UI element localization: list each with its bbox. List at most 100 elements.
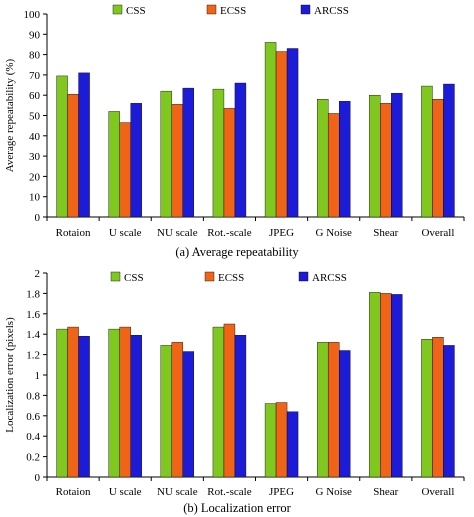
bar-css [56,328,68,478]
bar-ecss [380,103,392,218]
bar-ecss [327,342,340,478]
bar-ecss [432,99,444,218]
bar-ecss [275,402,288,478]
y-tick-label: 30 [29,151,41,163]
x-tick-label: Shear [373,227,398,239]
bar-arcss [338,350,351,478]
bar-ecss [67,326,79,478]
y-tick-label: 0.8 [26,390,40,402]
legend-label-css: CSS [124,272,144,284]
chart-a-caption: (a) Average repeatability [175,245,299,259]
bar-arcss [234,335,247,478]
y-tick-label: 0 [35,212,41,224]
x-tick-label: Rotaion [56,227,91,239]
bar-arcss [391,92,403,218]
bar-css [108,328,120,478]
bar-css [264,403,277,478]
bar-ecss [223,108,236,218]
y-tick-label: 70 [29,70,41,82]
y-axis-label: Average repeatability (%) [4,58,16,172]
bar-css [316,99,329,218]
y-tick-label: 0.2 [26,452,40,464]
x-tick-label: Rot.-scale [207,486,251,498]
legend-swatch-arcss [300,4,311,15]
bar-arcss [286,411,299,478]
bar-css [316,342,329,478]
bar-css [369,292,381,478]
x-tick-label: Rotaion [56,486,91,498]
bar-css [212,326,225,478]
bar-arcss [78,72,90,218]
y-tick-label: 90 [29,29,41,41]
legend-label-ecss: ECSS [220,5,246,17]
y-tick-label: 40 [29,131,41,143]
bar-arcss [130,335,142,478]
y-axis-label: Localization error (pixels) [4,317,16,433]
chart-localization-error: 0 0.2 0.4 0.6 0.8 1 1.2 1.4 1.6 1.8 2 Localization … [4,268,465,498]
bar-ecss [223,323,236,478]
legend-swatch-css [110,271,121,282]
bar-css [160,90,173,218]
y-tick-label: 0.6 [26,411,40,423]
x-tick-label: Rot.-scale [207,227,251,239]
y-tick-label: 0.4 [26,431,40,443]
y-tick-label: 1.2 [26,350,40,362]
chart-b-caption: (b) Localization error [183,501,291,515]
bar-css [421,85,433,218]
y-tick-label: 1.4 [26,329,40,341]
bar-css [160,345,173,478]
bar-arcss [234,82,247,218]
x-tick-label: Overall [421,227,454,239]
bar-arcss [391,294,403,478]
bar-ecss [327,113,340,218]
y-tick-label: 80 [29,50,41,62]
bar-arcss [443,345,455,478]
y-tick-label: 100 [24,9,41,21]
legend-swatch-ecss [206,4,217,15]
x-tick-label: JPEG [269,227,294,239]
x-tick-label: Overall [421,486,454,498]
bar-arcss [338,101,351,218]
x-tick-label: U scale [109,227,142,239]
bar-css [421,339,433,478]
bar-css [212,88,225,218]
bar-css [264,42,277,218]
bar-arcss [130,103,142,218]
chart-average-repeatability: 0 10 20 30 40 50 60 70 80 90 100 Average repeatabil… [4,4,465,239]
bar-ecss [171,104,184,218]
x-tick-label: JPEG [269,486,294,498]
legend-label-css: CSS [126,5,146,17]
y-tick-label: 20 [29,171,41,183]
x-tick-label: Shear [373,486,398,498]
x-tick-label: G Noise [316,486,352,498]
bar-ecss [119,326,131,478]
bar-ecss [171,342,184,478]
y-tick-label: 60 [29,90,41,102]
legend-label-arcss: ARCSS [314,5,349,17]
bar-ecss [275,51,288,218]
y-tick-label: 2 [35,268,41,280]
legend-swatch-arcss [298,271,309,282]
bar-ecss [432,337,444,478]
bar-arcss [182,351,195,478]
bar-ecss [119,122,131,218]
bar-arcss [443,83,455,218]
bar-arcss [78,336,90,478]
y-tick-label: 10 [29,192,41,204]
y-tick-label: 1 [35,370,41,382]
bar-arcss [182,87,195,218]
y-tick-label: 0 [35,472,41,484]
bar-ecss [67,93,79,218]
legend-swatch-css [112,4,123,15]
y-tick-label: 1.6 [26,309,40,321]
bar-css [56,75,68,218]
legend-label-ecss: ECSS [218,272,244,284]
x-tick-label: NU scale [157,486,198,498]
x-tick-label: G Noise [316,227,352,239]
y-tick-label: 1.8 [26,288,40,300]
legend-swatch-ecss [204,271,215,282]
x-tick-label: NU scale [157,227,198,239]
bar-ecss [380,293,392,478]
y-tick-label: 50 [29,111,41,123]
